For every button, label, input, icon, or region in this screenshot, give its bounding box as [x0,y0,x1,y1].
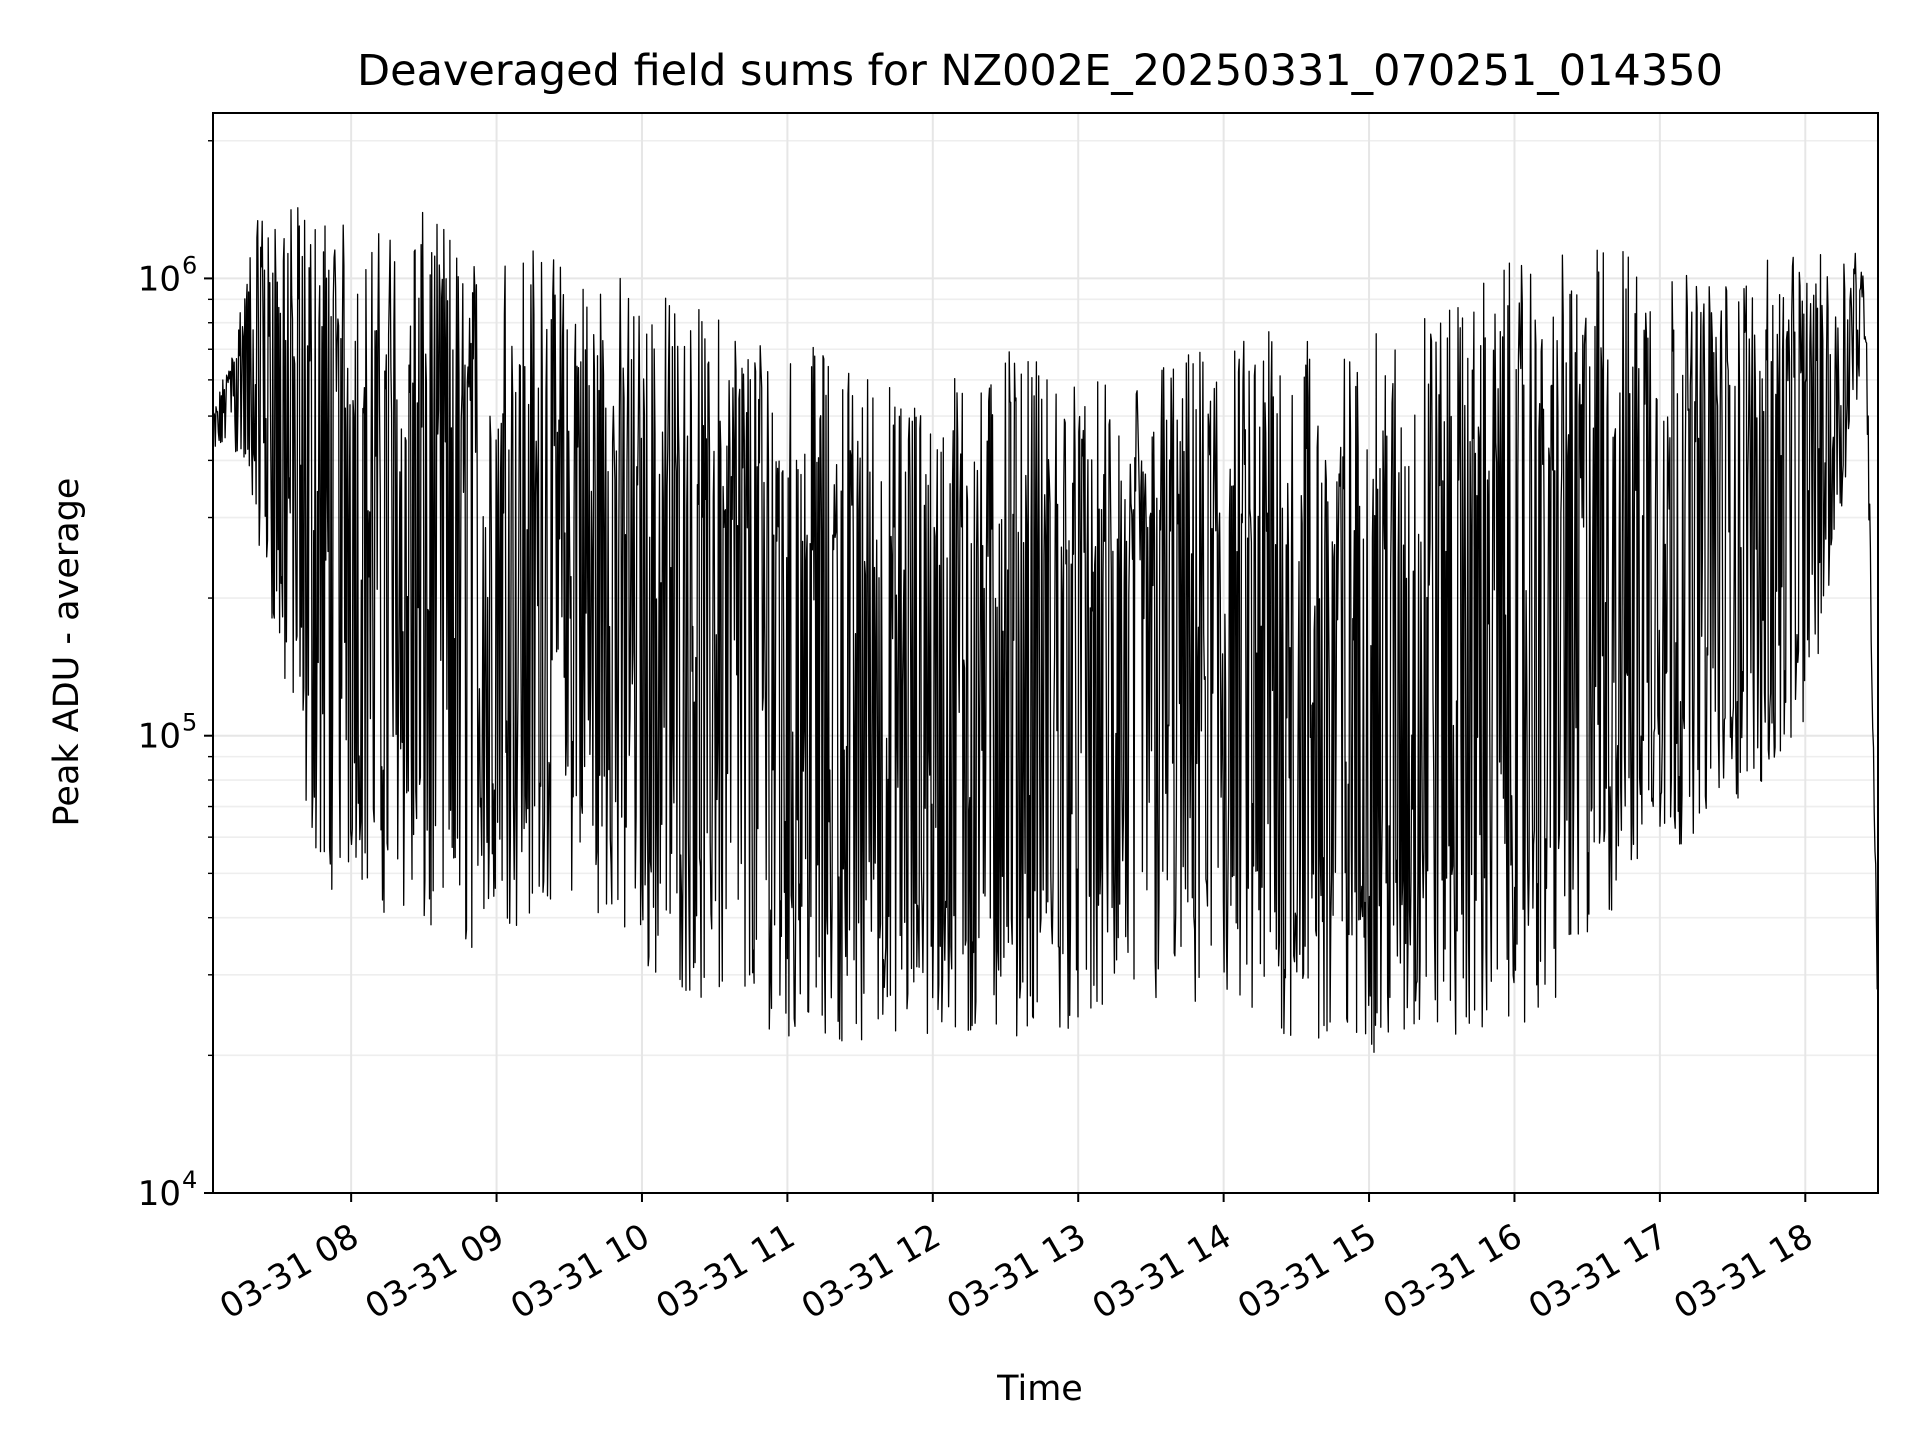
series-line [212,207,1879,1053]
plot-frame [212,112,1879,1194]
y-tick-label-exponent: 4 [182,1166,197,1194]
y-axis-label: Peak ADU - average [47,478,87,827]
y-tick-label-exponent: 6 [182,251,197,279]
plot-area [212,207,1879,1053]
y-tick-label-exponent: 5 [182,709,197,737]
x-axis-label: Time [996,1369,1083,1409]
y-tick-label: 10 [138,1174,181,1214]
y-tick-label: 10 [138,259,181,299]
chart-title: Deaveraged field sums for NZ002E_2025033… [357,46,1723,96]
y-tick-label: 10 [138,717,181,757]
